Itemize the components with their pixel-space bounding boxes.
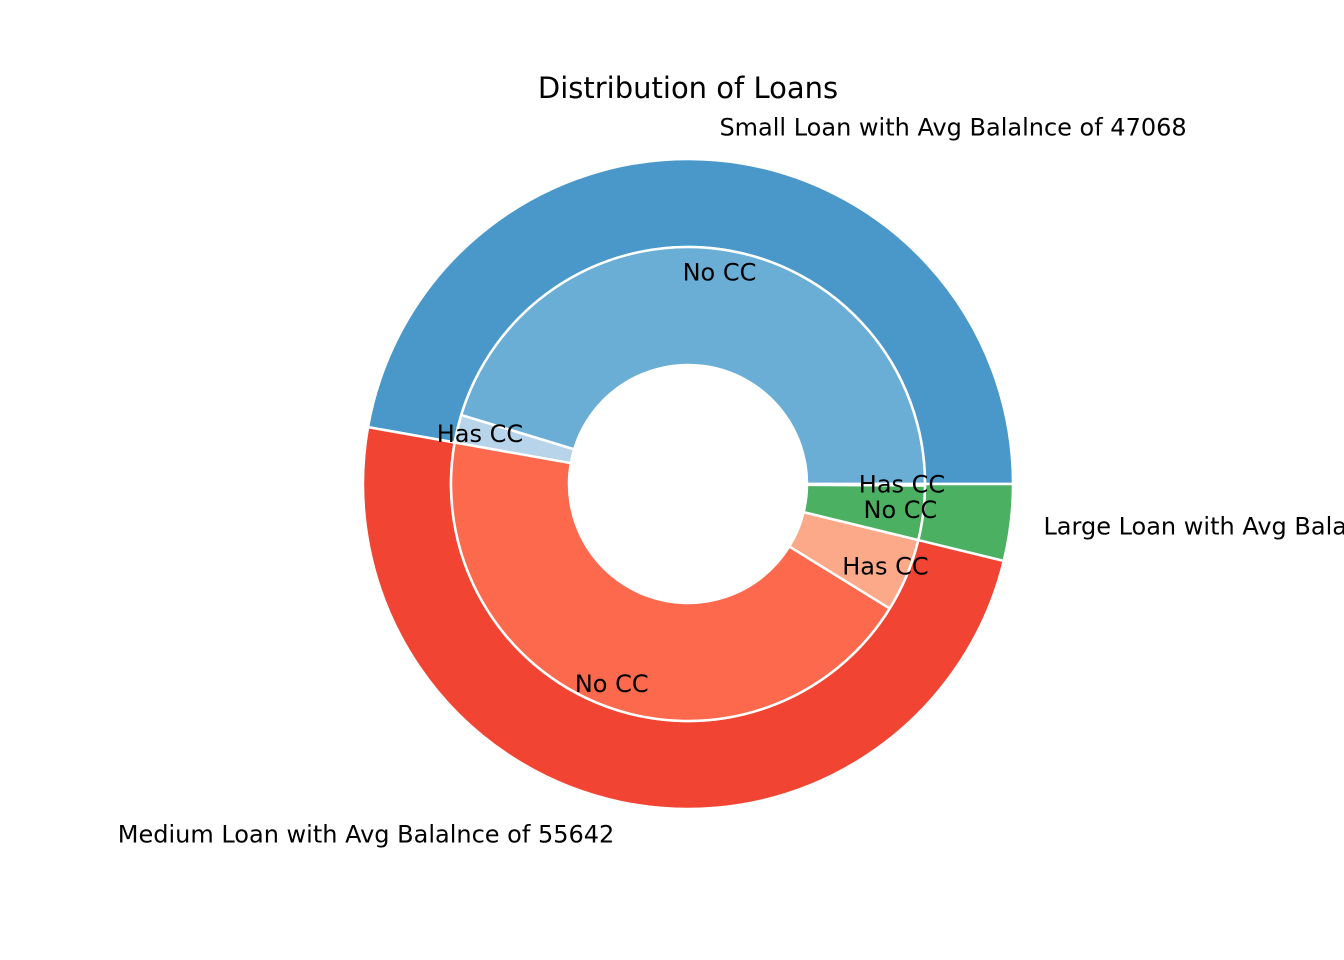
chart-title: Distribution of Loans — [538, 71, 838, 105]
inner-label-no-cc-4: No CC — [864, 496, 938, 524]
inner-slice-no-cc-2 — [449, 441, 891, 723]
inner-label-has-cc-5: Has CC — [859, 471, 945, 499]
outer-label-large-loan-with-avg-balalnce-of-2: Large Loan with Avg Balalnce of — [1043, 513, 1344, 541]
inner-label-no-cc-2: No CC — [575, 670, 649, 698]
inner-label-has-cc-1: Has CC — [437, 420, 523, 448]
inner-label-no-cc-0: No CC — [683, 258, 757, 286]
inner-slice-no-cc-0 — [460, 245, 927, 486]
inner-label-has-cc-3: Has CC — [842, 553, 928, 581]
inner-ring — [449, 245, 927, 723]
outer-label-small-loan-with-avg-balalnce-of-47068-0: Small Loan with Avg Balalnce of 47068 — [719, 113, 1186, 141]
inner-slice-has-cc-5 — [805, 482, 927, 487]
outer-label-medium-loan-with-avg-balalnce-of-55642-1: Medium Loan with Avg Balalnce of 55642 — [118, 820, 615, 848]
outer-labels: Small Loan with Avg Balalnce of 47068 Med… — [118, 113, 1344, 848]
